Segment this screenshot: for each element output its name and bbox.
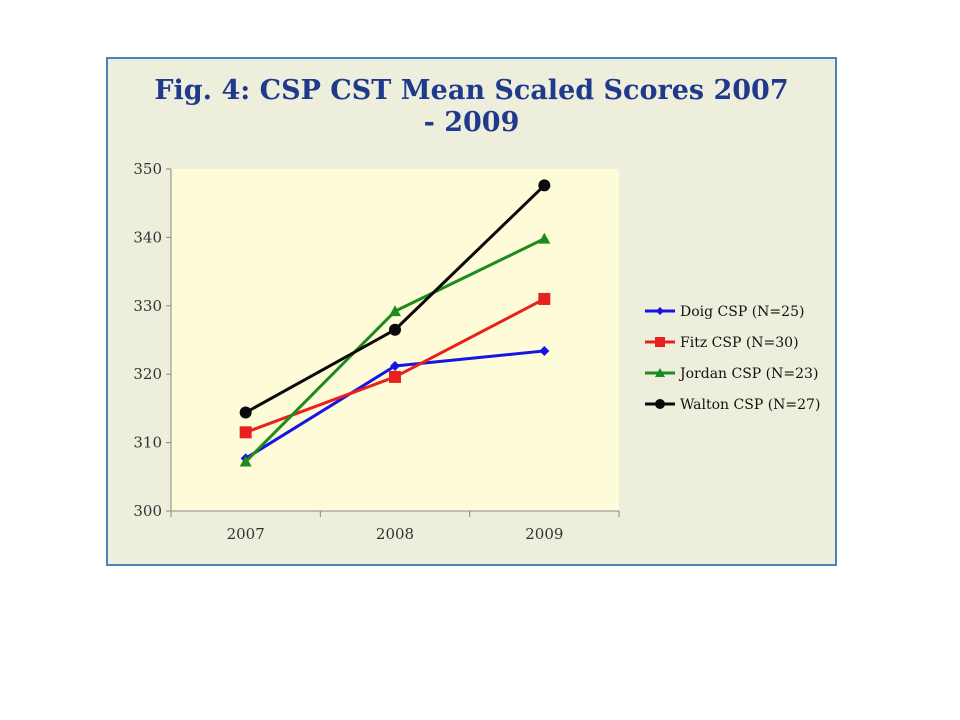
data-point <box>389 370 401 383</box>
data-point <box>389 305 401 317</box>
x-tick-label: 2007 <box>227 525 265 543</box>
legend-marker <box>655 399 665 409</box>
legend-label: Walton CSP (N=27) <box>680 397 820 413</box>
plot-area <box>171 169 619 511</box>
data-point <box>239 406 252 419</box>
data-point <box>239 426 252 439</box>
legend-label: Doig CSP (N=25) <box>680 304 804 320</box>
data-point <box>389 323 401 336</box>
chart-title-line-2: - 2009 <box>423 107 520 138</box>
legend-label: Jordan CSP (N=23) <box>678 366 818 382</box>
y-tick-label: 330 <box>133 297 162 315</box>
y-tick-label: 300 <box>133 502 162 520</box>
data-point <box>538 179 551 192</box>
chart-title: Fig. 4: CSP CST Mean Scaled Scores 2007 … <box>108 75 835 139</box>
legend-label: Fitz CSP (N=30) <box>680 335 799 351</box>
data-point <box>538 232 551 244</box>
chart-frame: Fig. 4: CSP CST Mean Scaled Scores 2007 … <box>106 57 837 566</box>
data-point <box>538 292 551 305</box>
y-tick-label: 310 <box>133 434 162 452</box>
data-point <box>390 360 400 371</box>
line-chart: 300 310 320 330 340 350 2007 2008 2009 Doig CSP (… <box>133 160 820 543</box>
x-tick-label: 2009 <box>525 525 563 543</box>
legend-marker <box>656 307 664 315</box>
y-tick-label: 340 <box>133 228 162 246</box>
y-tick-label: 350 <box>133 160 162 178</box>
legend-marker <box>655 337 665 347</box>
data-point <box>239 455 252 467</box>
chart-title-line-1: Fig. 4: CSP CST Mean Scaled Scores 2007 <box>154 75 789 106</box>
x-tick-label: 2008 <box>376 525 414 543</box>
data-point <box>539 345 550 356</box>
legend-marker <box>655 368 665 377</box>
y-tick-label: 320 <box>133 365 162 383</box>
